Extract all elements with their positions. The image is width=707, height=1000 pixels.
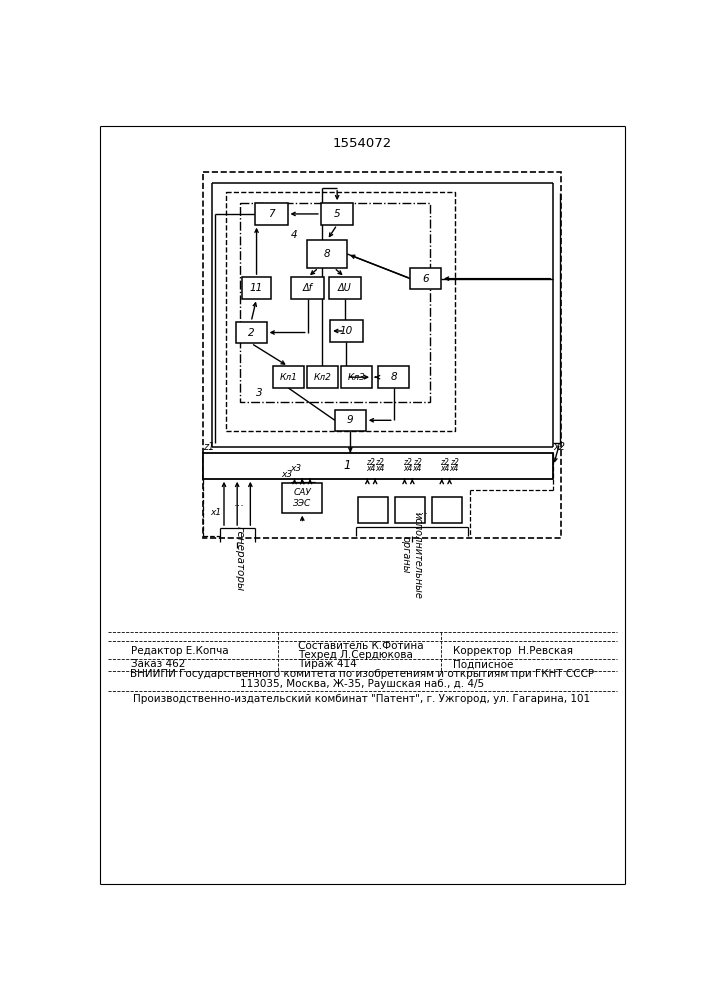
Text: x4: x4: [375, 464, 385, 473]
Bar: [307, 366, 338, 388]
Text: Подписное: Подписное: [452, 659, 513, 669]
Text: z2: z2: [450, 458, 459, 467]
Text: ...: ...: [418, 506, 428, 516]
Text: 10: 10: [340, 326, 353, 336]
Text: ВНИИПИ Государственного комитета по изобретениям и открытиям при ГКНТ СССР: ВНИИПИ Государственного комитета по изоб…: [130, 669, 594, 679]
Text: x4: x4: [450, 464, 459, 473]
Bar: [291, 277, 324, 299]
Bar: [282, 483, 322, 513]
Bar: [242, 277, 271, 299]
Text: 4: 4: [291, 231, 297, 240]
Text: Δf: Δf: [303, 283, 312, 293]
Text: Редактор Е.Копча: Редактор Е.Копча: [131, 646, 228, 656]
Text: Кл2: Кл2: [313, 373, 332, 382]
Text: x2: x2: [554, 442, 566, 452]
Bar: [395, 497, 425, 523]
Text: Техред Л.Сердюкова: Техред Л.Сердюкова: [298, 650, 412, 660]
Text: генераторы: генераторы: [235, 526, 245, 592]
Bar: [410, 268, 441, 289]
Bar: [335, 410, 366, 431]
Text: x4: x4: [366, 464, 375, 473]
Text: z1: z1: [203, 442, 214, 452]
Text: 7: 7: [268, 209, 274, 219]
Text: САУ
ЗЭС: САУ ЗЭС: [293, 488, 311, 508]
Text: Производственно-издательский комбинат "Патент", г. Ужгород, ул. Гагарина, 101: Производственно-издательский комбинат "П…: [134, 694, 590, 704]
Bar: [203, 453, 554, 479]
Text: z2: z2: [440, 458, 450, 467]
Text: ΔU: ΔU: [338, 283, 352, 293]
Text: ...: ...: [234, 498, 245, 508]
Bar: [329, 277, 361, 299]
Text: z2: z2: [403, 458, 412, 467]
Text: x3: x3: [281, 470, 292, 479]
Text: 5: 5: [334, 209, 341, 219]
Text: Составитель К.Фотина: Составитель К.Фотина: [298, 641, 423, 651]
Bar: [203, 172, 561, 538]
Text: z2: z2: [413, 458, 421, 467]
Bar: [273, 366, 304, 388]
Text: Корректор  Н.Ревская: Корректор Н.Ревская: [452, 646, 573, 656]
Bar: [240, 203, 430, 402]
Text: Кл1: Кл1: [279, 373, 297, 382]
Text: 6: 6: [422, 274, 429, 284]
Bar: [433, 497, 462, 523]
Bar: [358, 497, 387, 523]
Text: z2: z2: [375, 458, 384, 467]
Bar: [235, 322, 267, 343]
Bar: [255, 203, 288, 225]
Bar: [330, 320, 363, 342]
Text: 11: 11: [250, 283, 263, 293]
Text: Тираж 414: Тираж 414: [298, 659, 356, 669]
Text: x1: x1: [211, 508, 222, 517]
Bar: [341, 366, 372, 388]
Text: Заказ 462: Заказ 462: [131, 659, 185, 669]
Text: 8: 8: [324, 249, 330, 259]
Text: x4: x4: [440, 464, 450, 473]
Text: x4: x4: [412, 464, 421, 473]
Bar: [378, 366, 409, 388]
Text: исполнительные
органы: исполнительные органы: [401, 512, 422, 598]
Text: x3: x3: [291, 464, 302, 473]
Text: 2: 2: [248, 328, 255, 338]
Text: 9: 9: [347, 415, 354, 425]
Bar: [226, 192, 455, 431]
Text: z2: z2: [366, 458, 375, 467]
Text: 3: 3: [255, 388, 262, 398]
Text: 1: 1: [344, 459, 351, 472]
Text: x4: x4: [403, 464, 412, 473]
Text: Кл3: Кл3: [348, 373, 366, 382]
Bar: [307, 240, 347, 268]
Bar: [321, 203, 354, 225]
Text: 8: 8: [390, 372, 397, 382]
Text: 1554072: 1554072: [332, 137, 392, 150]
Text: 113035, Москва, Ж-35, Раушская наб., д. 4/5: 113035, Москва, Ж-35, Раушская наб., д. …: [240, 679, 484, 689]
